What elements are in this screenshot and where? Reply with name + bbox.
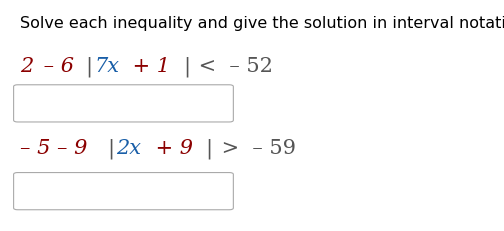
Text: <  – 52: < – 52 xyxy=(193,58,273,76)
Text: 2: 2 xyxy=(20,58,33,76)
Text: Solve each inequality and give the solution in interval notation:: Solve each inequality and give the solut… xyxy=(20,16,504,31)
Text: >  – 59: > – 59 xyxy=(215,140,295,158)
Text: |: | xyxy=(183,57,191,77)
Text: + 1: + 1 xyxy=(127,58,170,76)
Text: + 9: + 9 xyxy=(149,140,193,158)
Text: 7x: 7x xyxy=(94,58,119,76)
Text: – 5 – 9: – 5 – 9 xyxy=(20,140,88,158)
FancyBboxPatch shape xyxy=(14,173,233,210)
FancyBboxPatch shape xyxy=(14,85,233,122)
Text: |: | xyxy=(85,57,92,77)
Text: |: | xyxy=(107,139,114,159)
Text: 2x: 2x xyxy=(116,140,141,158)
Text: – 6: – 6 xyxy=(37,58,74,76)
Text: |: | xyxy=(205,139,213,159)
